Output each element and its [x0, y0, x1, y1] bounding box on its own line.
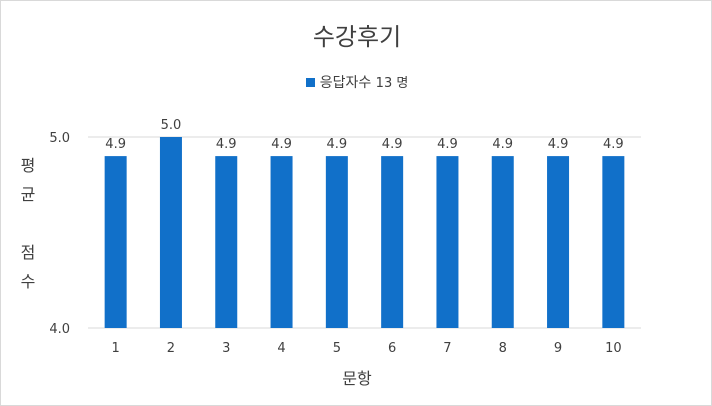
data-label: 4.9	[437, 137, 458, 152]
y-tick-label: 5.0	[49, 131, 70, 146]
data-label: 4.9	[216, 137, 237, 152]
data-label: 4.9	[105, 137, 126, 152]
x-tick-label: 2	[167, 341, 175, 356]
legend-swatch	[305, 78, 315, 87]
bar	[270, 156, 293, 328]
bar	[381, 156, 404, 328]
data-label: 4.9	[492, 137, 513, 152]
x-tick-label: 3	[222, 341, 230, 356]
bar	[215, 156, 238, 328]
bar	[547, 156, 570, 328]
legend-label: 응답자수	[319, 75, 372, 91]
y-axis-label: 평 균 점 수	[18, 151, 38, 296]
data-label: 4.9	[382, 137, 403, 152]
chart-title: 수강후기	[312, 23, 402, 51]
legend-count: 13 명	[375, 76, 409, 91]
x-tick-label: 10	[605, 341, 622, 356]
x-axis-label: 문항	[342, 369, 372, 388]
y-axis-label-char: 균	[20, 185, 36, 204]
x-tick-label: 8	[499, 341, 507, 356]
y-axis-label-char: 수	[20, 272, 36, 291]
y-tick-label: 4.0	[49, 322, 70, 337]
y-axis-label-char: 점	[20, 243, 36, 262]
x-tick-label: 5	[333, 341, 341, 356]
legend: 응답자수 13 명	[1, 72, 712, 92]
x-tick-label: 7	[443, 341, 451, 356]
data-label: 5.0	[161, 118, 182, 133]
data-label: 4.9	[327, 137, 348, 152]
y-axis-label-char: 평	[20, 156, 36, 175]
x-tick-label: 1	[112, 341, 120, 356]
bar	[325, 156, 348, 328]
data-label: 4.9	[271, 137, 292, 152]
bar	[491, 156, 514, 328]
data-label: 4.9	[548, 137, 569, 152]
x-tick-label: 4	[277, 341, 285, 356]
bar	[104, 156, 127, 328]
bar	[436, 156, 459, 328]
x-tick-label: 6	[388, 341, 396, 356]
bar	[159, 137, 182, 328]
bar	[602, 156, 625, 328]
x-tick-label: 9	[554, 341, 562, 356]
data-label: 4.9	[603, 137, 624, 152]
